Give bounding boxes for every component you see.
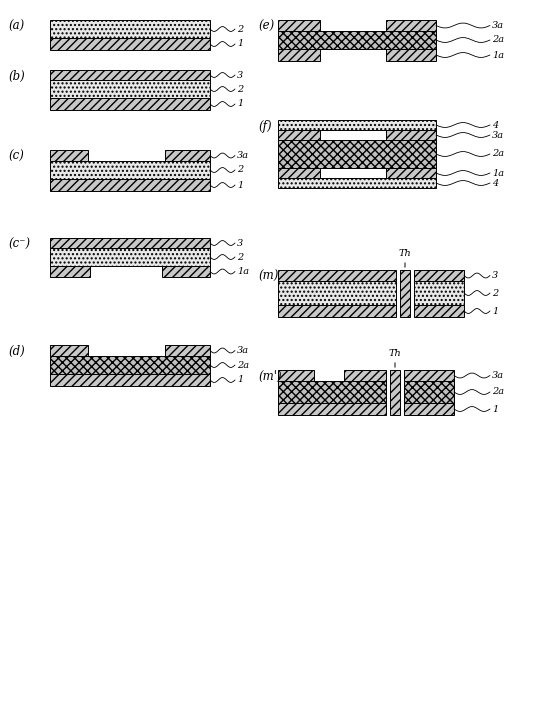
Text: (b): (b)	[8, 70, 25, 83]
Text: (e): (e)	[258, 20, 274, 33]
Text: (f): (f)	[258, 120, 271, 133]
Text: 2a: 2a	[492, 388, 504, 396]
Bar	[50, 70, 210, 80]
Text: 3a: 3a	[237, 346, 249, 355]
Text: 4: 4	[492, 179, 498, 187]
Bar	[344, 370, 386, 381]
Bar	[278, 49, 320, 61]
Text: 2a: 2a	[237, 360, 249, 369]
Bar	[50, 266, 90, 277]
Text: (c⁻): (c⁻)	[8, 238, 30, 251]
Bar	[50, 345, 88, 356]
Bar	[404, 370, 454, 381]
Bar	[278, 20, 320, 31]
Bar	[165, 345, 210, 356]
Text: 3a: 3a	[237, 151, 249, 160]
Text: 4: 4	[492, 121, 498, 130]
Text: 1: 1	[492, 405, 498, 413]
Bar	[50, 248, 210, 266]
Bar	[414, 270, 464, 281]
Text: 3: 3	[237, 70, 244, 79]
Text: Th: Th	[389, 349, 401, 358]
Bar	[50, 356, 210, 374]
Bar	[278, 31, 436, 49]
Bar	[386, 49, 436, 61]
Bar	[278, 120, 436, 130]
Bar	[386, 20, 436, 31]
Text: 3a: 3a	[492, 371, 504, 380]
Bar	[50, 20, 210, 38]
Text: 2a: 2a	[492, 150, 504, 159]
Text: 1: 1	[237, 40, 244, 48]
Bar	[414, 305, 464, 317]
Text: Th: Th	[399, 249, 411, 258]
Text: 1a: 1a	[492, 50, 504, 60]
Text: 3: 3	[492, 271, 498, 280]
Bar	[278, 403, 386, 415]
Bar	[278, 168, 320, 178]
Text: 2: 2	[237, 165, 244, 174]
Text: 2: 2	[237, 84, 244, 94]
Bar	[50, 374, 210, 386]
Text: 1: 1	[237, 376, 244, 384]
Text: 3: 3	[237, 238, 244, 247]
Text: 2a: 2a	[492, 35, 504, 45]
Text: (m): (m)	[258, 270, 278, 283]
Text: 1: 1	[492, 306, 498, 316]
Bar	[50, 150, 88, 161]
Text: 2: 2	[237, 252, 244, 262]
Bar	[278, 281, 396, 305]
Bar	[278, 178, 296, 188]
Bar	[278, 305, 396, 317]
Text: (d): (d)	[8, 345, 25, 358]
Text: 1: 1	[237, 99, 244, 108]
Text: 2: 2	[237, 25, 244, 33]
Bar	[278, 370, 314, 381]
Bar	[50, 98, 210, 110]
Text: 2: 2	[492, 289, 498, 298]
Text: 3a: 3a	[492, 21, 504, 30]
Text: 1a: 1a	[492, 169, 504, 177]
Bar	[162, 266, 210, 277]
Bar	[278, 130, 320, 140]
Bar	[404, 381, 454, 403]
Bar	[414, 281, 464, 305]
Bar	[278, 178, 436, 188]
Bar	[165, 150, 210, 161]
Text: 1: 1	[237, 181, 244, 189]
Text: (m'): (m')	[258, 370, 282, 383]
Bar	[278, 381, 386, 403]
Text: (a): (a)	[8, 20, 24, 33]
Bar	[278, 140, 436, 168]
Bar	[386, 130, 436, 140]
Bar	[50, 238, 210, 248]
Bar	[278, 270, 396, 281]
Bar	[400, 270, 410, 317]
Bar	[50, 38, 210, 50]
Text: (c): (c)	[8, 150, 24, 163]
Text: 1a: 1a	[237, 267, 249, 276]
Bar	[50, 161, 210, 179]
Text: 3a: 3a	[492, 130, 504, 140]
Bar	[390, 370, 400, 415]
Bar	[50, 179, 210, 191]
Bar	[404, 403, 454, 415]
Bar	[50, 80, 210, 98]
Bar	[386, 168, 436, 178]
